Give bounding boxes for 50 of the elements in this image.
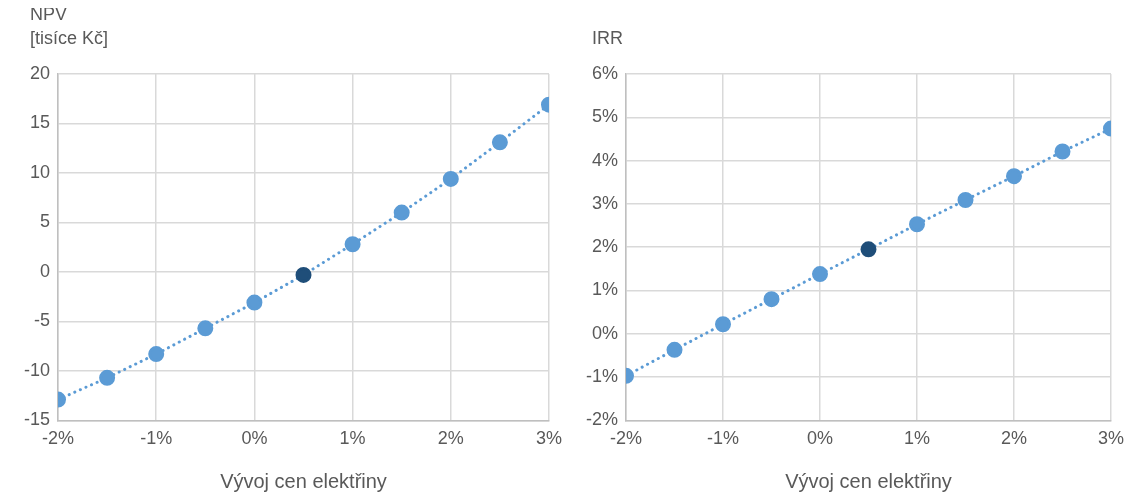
x-tick-label: 0% [806, 428, 834, 449]
y-tick-label: -10 [24, 359, 51, 380]
x-tick-label: -1% [140, 428, 173, 449]
x-axis-title: Vývoj cen elektřiny [220, 469, 387, 492]
y-tick-label: 20 [29, 62, 51, 83]
y-tick-label: 0% [591, 322, 619, 343]
x-tick-label: 1% [339, 428, 366, 449]
point [344, 236, 361, 253]
x-tick-label: 3% [1097, 428, 1124, 449]
point [860, 241, 877, 258]
point [1054, 143, 1071, 160]
point [812, 266, 828, 283]
point [957, 192, 974, 208]
point [295, 266, 312, 283]
y-tick-label: 3% [591, 192, 619, 213]
point [763, 291, 780, 308]
y-tick-label: 15 [29, 112, 51, 133]
y-axis-title: NPV [tisíce Kč] [30, 3, 109, 48]
y-tick-label: 10 [29, 161, 51, 182]
point [393, 204, 410, 221]
y-tick-label: 6% [591, 62, 619, 83]
y-tick-label: 1% [591, 279, 619, 300]
point [491, 134, 508, 151]
y-tick-label: 2% [591, 236, 619, 257]
x-tick-label: 1% [903, 428, 931, 449]
y-tick-label: -5 [34, 310, 51, 331]
y-tick-label: 5% [591, 106, 619, 127]
point [99, 369, 116, 386]
y-tick-label: 0 [40, 260, 51, 281]
x-axis-title: Vývoj cen elektřiny [785, 469, 952, 492]
point [442, 170, 459, 187]
x-tick-label: 0% [241, 428, 268, 449]
y-tick-label: -1% [585, 366, 619, 387]
point [666, 341, 683, 358]
x-tick-label: 2% [437, 428, 464, 449]
point [197, 320, 214, 337]
y-tick-label: 5 [40, 211, 51, 232]
point [1006, 168, 1022, 185]
x-tick-label: -2% [610, 428, 643, 449]
y-axis-title: IRR [592, 27, 623, 48]
point [715, 316, 732, 333]
x-tick-label: 2% [1000, 428, 1027, 449]
point [148, 346, 165, 363]
y-tick-label: -15 [24, 409, 51, 430]
y-tick-label: 4% [591, 149, 619, 170]
point [909, 216, 925, 233]
x-tick-label: 3% [535, 428, 562, 449]
x-tick-label: -1% [707, 428, 740, 449]
y-tick-label: -2% [585, 409, 619, 430]
point [246, 294, 263, 311]
